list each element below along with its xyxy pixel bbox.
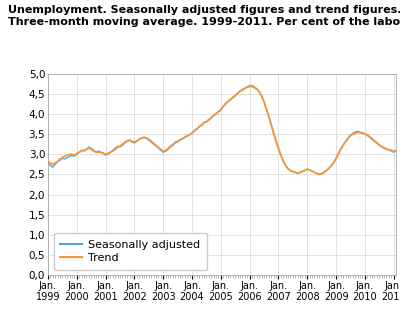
Legend: Seasonally adjusted, Trend: Seasonally adjusted, Trend [54, 233, 207, 270]
Text: Unemployment. Seasonally adjusted figures and trend figures.
Three-month moving : Unemployment. Seasonally adjusted figure… [8, 5, 400, 27]
